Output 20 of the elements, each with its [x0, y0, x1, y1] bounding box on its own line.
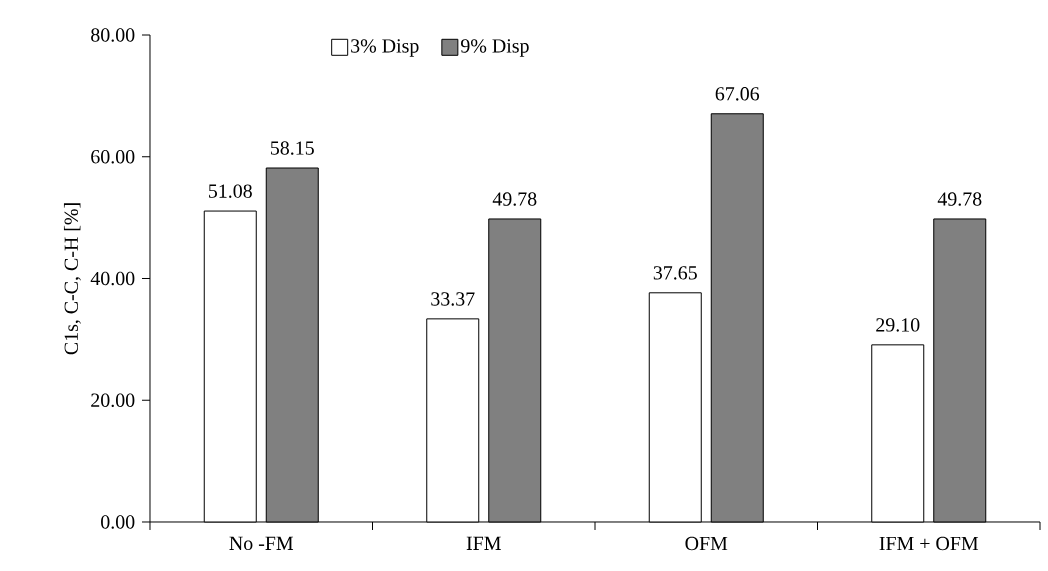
- data-label: 37.65: [653, 266, 697, 280]
- data-label: 29.10: [876, 318, 920, 332]
- legend-label: 3% Disp: [351, 39, 419, 57]
- y-tick-label: 20.00: [91, 393, 135, 408]
- x-tick-label: No -FM: [229, 536, 294, 551]
- data-label: 49.78: [492, 192, 537, 206]
- y-tick-label: 60.00: [91, 149, 135, 164]
- data-label: 49.78: [937, 192, 982, 206]
- data-label: 58.15: [270, 141, 314, 155]
- y-tick-label: 0.00: [101, 515, 135, 529]
- data-label: 51.08: [208, 184, 252, 198]
- data-label: 67.06: [715, 87, 760, 101]
- legend-label: 9% Disp: [460, 39, 529, 57]
- y-tick-label: 40.00: [90, 271, 135, 286]
- x-tick-label: IFM + OFM: [879, 536, 979, 551]
- x-tick-label: IFM: [466, 536, 501, 550]
- data-label: 33.37: [431, 292, 475, 306]
- y-tick-label: 80.00: [91, 28, 135, 42]
- x-tick-label: OFM: [685, 536, 728, 551]
- y-axis-title: C1s, C-C, C-H [%]: [63, 203, 81, 355]
